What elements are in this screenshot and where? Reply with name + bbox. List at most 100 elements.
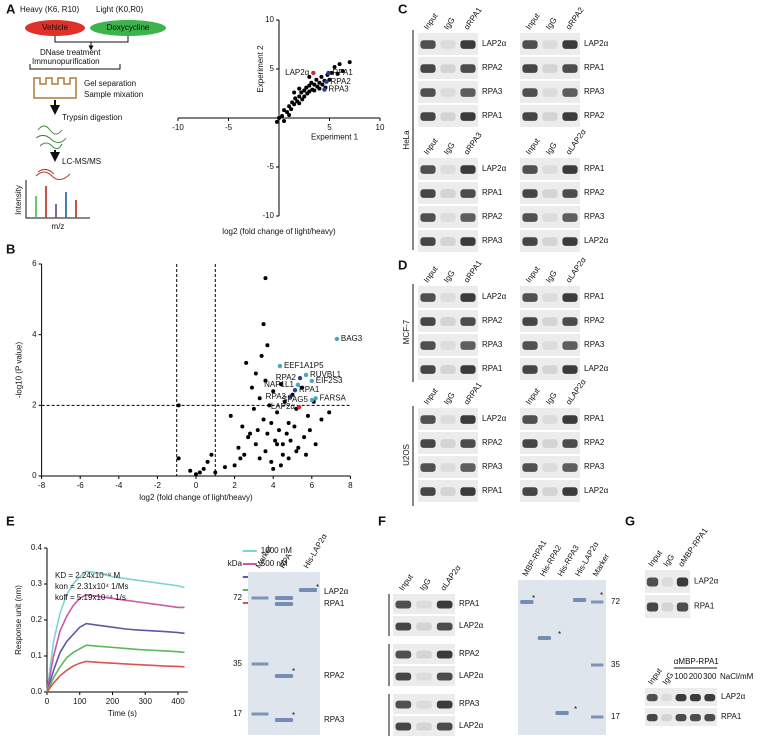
blot-strip xyxy=(418,182,478,204)
blot-band xyxy=(689,714,701,722)
lane-label: IgG xyxy=(544,16,559,32)
lane-label: αMBP-RPA1 xyxy=(676,526,709,568)
blot-band xyxy=(395,672,412,681)
lane-label: αLAP2α xyxy=(564,127,588,156)
marker-label: 72 xyxy=(611,597,620,606)
blot-band xyxy=(440,463,456,472)
y-tick-label: 6 xyxy=(32,259,37,268)
blot-band xyxy=(661,577,674,587)
point xyxy=(293,96,298,101)
blot-band xyxy=(562,439,578,448)
lane-label: αRPA1 xyxy=(462,380,484,406)
point xyxy=(335,71,340,76)
point xyxy=(327,410,332,415)
highlight-point xyxy=(297,375,303,381)
blot-strip xyxy=(520,310,580,332)
row-label: LAP2α xyxy=(459,721,484,730)
blot-band xyxy=(460,213,476,222)
row-label: RPA3 xyxy=(482,87,503,96)
blot-band xyxy=(420,293,436,302)
point xyxy=(288,438,293,443)
workflow-step: LC-MS/MS xyxy=(62,157,101,166)
blot-band xyxy=(562,165,578,174)
blot-band xyxy=(420,213,436,222)
marker-label: 17 xyxy=(233,709,242,718)
x-tick-label: 400 xyxy=(171,697,185,706)
point xyxy=(176,403,181,408)
point xyxy=(274,119,279,124)
point-label: FARSA xyxy=(320,393,347,402)
blot-strip xyxy=(520,408,580,430)
blot-band xyxy=(522,189,538,198)
blot-strip xyxy=(393,694,455,714)
blot-strip xyxy=(418,105,478,127)
point xyxy=(275,410,280,415)
blot-band xyxy=(440,293,456,302)
row-label: RPA3 xyxy=(482,236,503,245)
blot-strip xyxy=(418,33,478,55)
lane-label: Input xyxy=(524,264,542,284)
row-label: LAP2α xyxy=(584,39,609,48)
blot-band xyxy=(704,694,716,702)
blot-strip xyxy=(520,81,580,103)
blot-band xyxy=(416,722,432,731)
blot-band xyxy=(522,40,538,49)
band-label: RPA2 xyxy=(324,671,345,680)
x-tick-label: -10 xyxy=(172,123,184,132)
point-label: RPA3 xyxy=(328,85,349,94)
row-label: RPA1 xyxy=(584,63,605,72)
highlight-point xyxy=(309,397,315,403)
legend-label: 500 nM xyxy=(261,559,288,568)
vehicle-shape xyxy=(25,20,85,36)
panel-label: E xyxy=(6,513,15,528)
kinetics-label: kon = 2.31x10⁴ 1/Ms xyxy=(55,582,128,591)
blot-band xyxy=(522,64,538,73)
blot-band xyxy=(562,112,578,121)
blot-band xyxy=(676,602,689,612)
x-tick-label: -8 xyxy=(38,481,46,490)
point xyxy=(309,80,314,85)
point-label: RPA2 xyxy=(330,77,351,86)
y-tick-label: 0.0 xyxy=(31,687,43,696)
point xyxy=(286,421,291,425)
blot-band xyxy=(440,189,456,198)
blot-band xyxy=(436,672,453,681)
blot-band xyxy=(420,463,436,472)
blot-band xyxy=(661,714,673,722)
point xyxy=(287,104,292,109)
workflow-axis-label: m/z xyxy=(52,222,65,231)
point xyxy=(280,452,285,457)
point xyxy=(257,456,262,461)
blot-strip xyxy=(520,158,580,180)
point xyxy=(242,452,247,457)
y-tick-label: 0 xyxy=(32,471,37,480)
salt-unit: NaCl/mM xyxy=(720,672,754,681)
workflow-label: Vehicle xyxy=(42,23,68,32)
point xyxy=(255,428,260,433)
point xyxy=(307,83,312,88)
workflow-step: Sample mixation xyxy=(84,90,143,99)
blot-band xyxy=(562,189,578,198)
point xyxy=(280,114,285,119)
blot-band xyxy=(460,64,476,73)
blot-strip xyxy=(520,33,580,55)
y-tick-label: 0.2 xyxy=(31,615,43,624)
blot-band xyxy=(460,40,476,49)
blot-band xyxy=(440,165,456,174)
blot-strip xyxy=(520,230,580,252)
blot-strip xyxy=(393,666,455,686)
point xyxy=(236,445,241,450)
lane-label: Input xyxy=(646,666,664,686)
y-axis-label: Response unit (nm) xyxy=(14,585,23,655)
point xyxy=(244,360,249,365)
point xyxy=(329,70,334,75)
blot-band xyxy=(440,317,456,326)
point xyxy=(286,456,291,461)
lane-label: αRPA1 xyxy=(462,258,484,284)
asterisk: * xyxy=(532,594,535,603)
workflow-step: Gel separation xyxy=(84,79,136,88)
blot-band xyxy=(522,317,538,326)
row-label: RPA3 xyxy=(584,212,605,221)
lane-label: IgG xyxy=(544,141,559,157)
row-label: RPA1 xyxy=(584,292,605,301)
